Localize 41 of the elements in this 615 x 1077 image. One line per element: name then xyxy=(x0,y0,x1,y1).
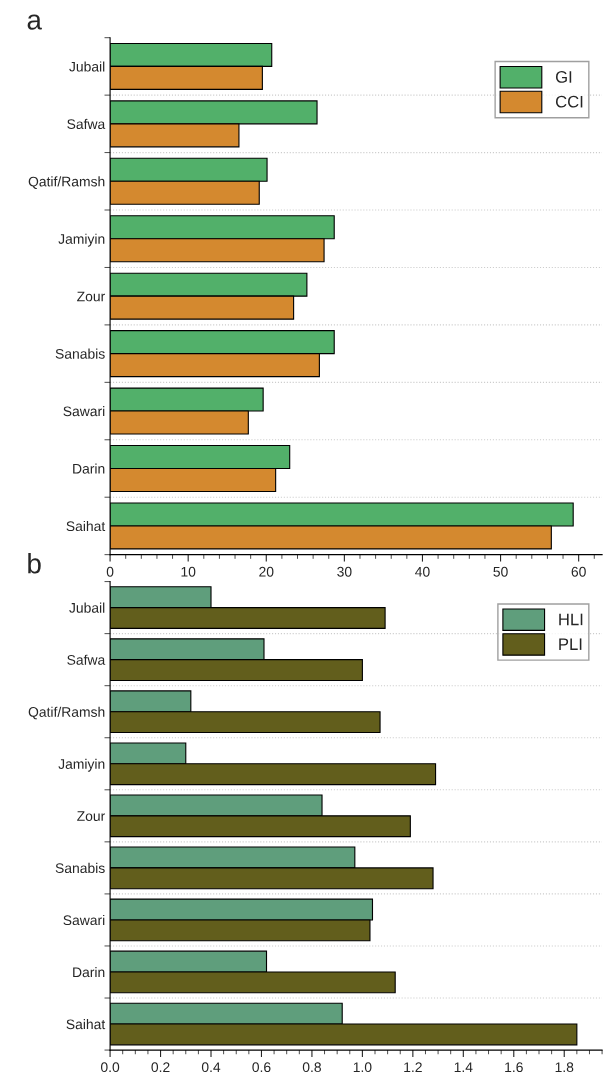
y-tick-label: Jubail xyxy=(69,61,105,72)
x-tick-label: 1.2 xyxy=(404,1062,422,1072)
y-tick-label: Jubail xyxy=(69,602,105,613)
y-tick-label: Sawari xyxy=(63,406,105,417)
x-tick-label: 1.0 xyxy=(353,1062,372,1073)
x-tick-label: 30 xyxy=(337,566,352,577)
chart-title: a xyxy=(27,14,42,30)
y-tick-label: Safwa xyxy=(67,118,106,130)
x-tick-label: 0.8 xyxy=(302,1062,321,1073)
y-tick-label: Safwa xyxy=(67,654,106,665)
x-tick-label: 0.4 xyxy=(201,1062,221,1073)
y-tick-label: Darin xyxy=(73,966,105,978)
x-tick-label: 1.4 xyxy=(454,1062,473,1072)
x-tick-label: 40 xyxy=(415,566,430,577)
chart-title: b xyxy=(28,553,41,574)
x-tick-label: 50 xyxy=(493,566,508,577)
y-tick-label: Jamiyin xyxy=(58,233,105,247)
x-tick-label: 0.0 xyxy=(100,1062,120,1073)
y-tick-label: Zour xyxy=(77,291,105,302)
y-tick-label: Qatif/Ramsh xyxy=(28,176,105,189)
x-tick-label: 1.6 xyxy=(505,1062,523,1073)
y-tick-label: Zour xyxy=(77,811,105,821)
x-tick-label: 0 xyxy=(106,566,114,577)
x-tick-label: 1.8 xyxy=(555,1062,574,1073)
y-tick-label: Sawari xyxy=(63,914,105,926)
y-tick-label: Sanabis xyxy=(55,348,105,359)
y-tick-label: Darin xyxy=(73,463,105,474)
x-tick-label: 20 xyxy=(259,566,274,577)
y-tick-label: Sanabis xyxy=(55,862,105,874)
x-tick-label: 60 xyxy=(571,566,586,577)
y-tick-label: Saihat xyxy=(66,520,106,532)
legend-label: GI xyxy=(555,71,572,83)
y-tick-label: Jamiyin xyxy=(58,758,105,772)
x-tick-label: 0.2 xyxy=(151,1062,170,1073)
legend-label: HLI xyxy=(559,613,583,626)
x-tick-label: 10 xyxy=(181,566,196,577)
legend-label: PLI xyxy=(559,638,582,650)
legend-label: CCI xyxy=(555,95,583,108)
y-tick-label: Saihat xyxy=(66,1019,106,1030)
x-tick-label: 0.6 xyxy=(252,1062,271,1073)
y-tick-label: Qatif/Ramsh xyxy=(28,706,105,720)
